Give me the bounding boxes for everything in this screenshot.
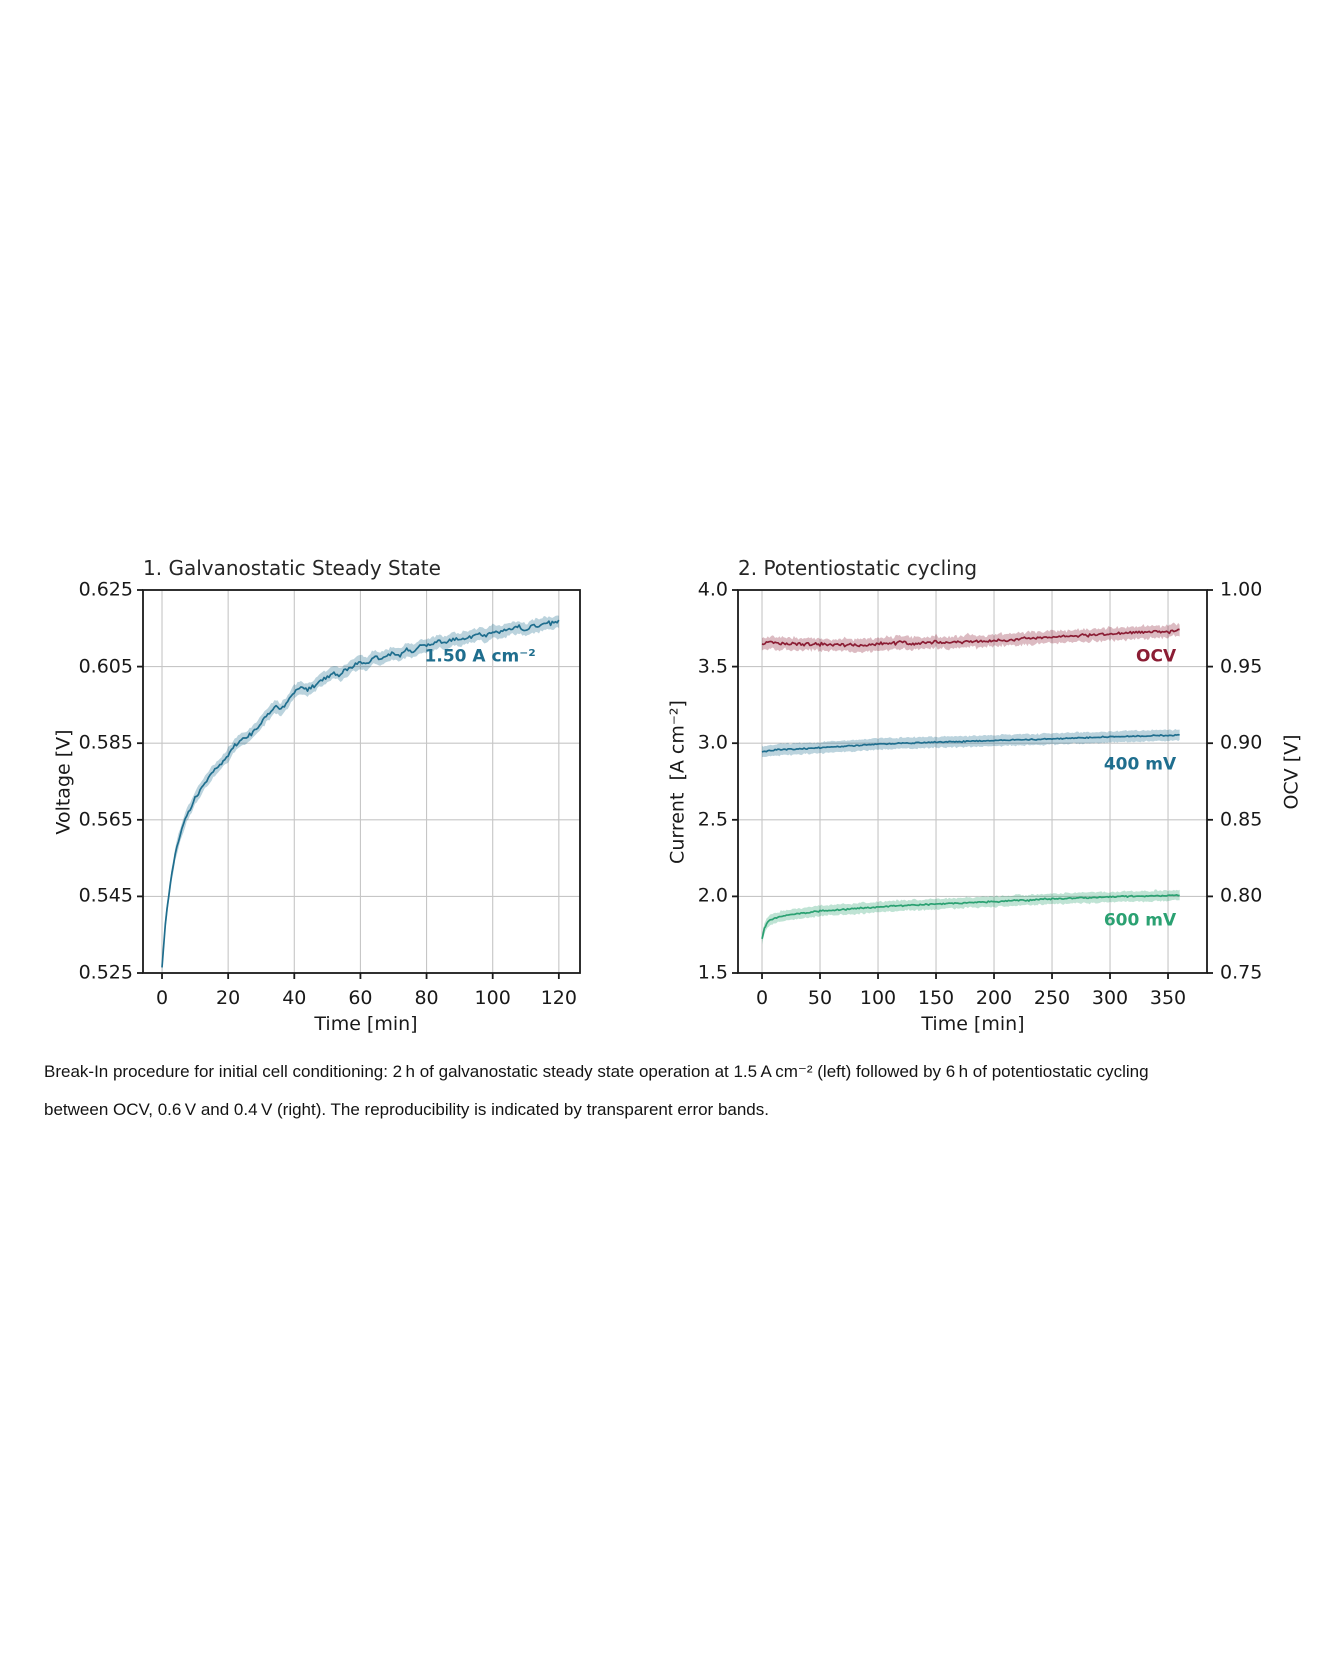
series-line-400-mv [761, 733, 1180, 753]
series-line-ocv [761, 628, 1180, 648]
series-line-1.50-a-cm⁻² [161, 619, 560, 968]
series-line-600-mv [761, 894, 1180, 940]
error-band-600-mv [762, 889, 1180, 945]
error-band-400-mv [762, 729, 1180, 758]
error-band-ocv [762, 622, 1180, 654]
plot-spines [142, 589, 581, 974]
plot-spines [737, 589, 1208, 974]
